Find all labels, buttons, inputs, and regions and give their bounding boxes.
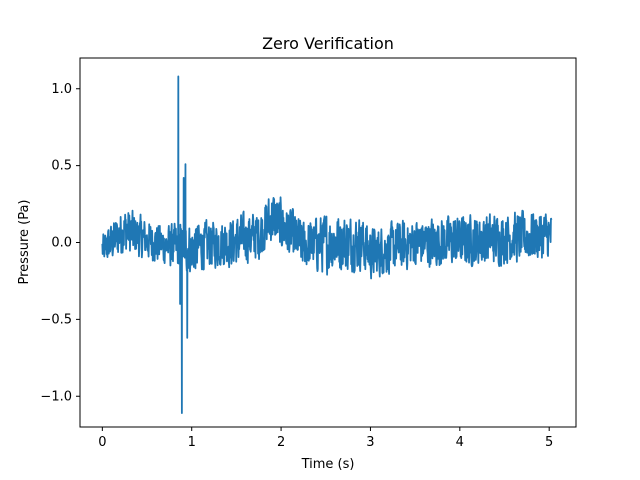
y-tick-label: −1.0 [40,389,72,404]
y-tick-label: 0.5 [51,159,72,174]
x-tick-label: 4 [456,435,464,450]
x-tick-label: 2 [277,435,285,450]
x-axis: 0 1 2 3 4 5 [98,427,553,450]
x-tick-label: 0 [98,435,106,450]
chart-title: Zero Verification [262,34,394,53]
x-tick-label: 5 [545,435,553,450]
plot-area [101,75,553,415]
y-tick-label: 0.0 [51,236,72,251]
x-tick-label: 3 [366,435,374,450]
series-line [101,75,553,415]
y-tick-label: −0.5 [40,312,72,327]
x-tick-label: 1 [188,435,196,450]
y-axis-label: Pressure (Pa) [17,199,32,284]
x-axis-label: Time (s) [301,457,355,472]
y-axis: −1.0 −0.5 0.0 0.5 1.0 [40,82,80,404]
y-tick-label: 1.0 [51,82,72,97]
